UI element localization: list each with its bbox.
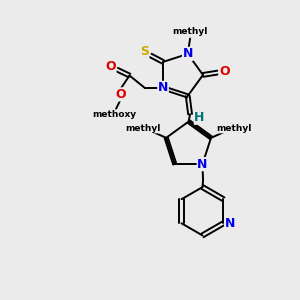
Text: methyl: methyl: [126, 124, 161, 133]
Text: H: H: [194, 111, 205, 124]
Text: N: N: [183, 47, 193, 60]
Text: O: O: [115, 88, 126, 101]
Text: N: N: [225, 217, 235, 230]
Text: N: N: [158, 81, 168, 94]
Text: S: S: [140, 45, 149, 58]
Text: methyl: methyl: [216, 124, 252, 133]
Text: N: N: [197, 158, 208, 171]
Text: O: O: [219, 65, 230, 79]
Text: O: O: [105, 60, 116, 73]
Text: methoxy: methoxy: [93, 110, 137, 119]
Text: methyl: methyl: [172, 27, 208, 36]
